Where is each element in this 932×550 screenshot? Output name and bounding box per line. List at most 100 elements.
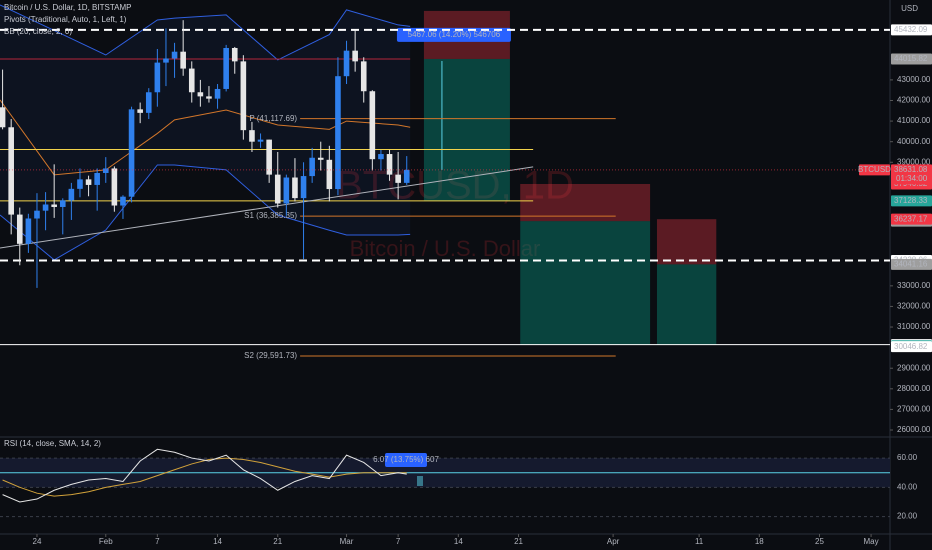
candle-body xyxy=(292,177,298,199)
band-fill xyxy=(0,4,411,260)
candle-body xyxy=(51,204,57,207)
y-tick-label: 33000.00 xyxy=(897,281,931,290)
candle-body xyxy=(352,50,358,62)
candle-body xyxy=(25,218,32,244)
price-tag-label: 30046.82 xyxy=(894,342,928,351)
watermark-name: Bitcoin / U.S. Dollar xyxy=(350,236,541,261)
pivot-label: P (41,117.69) xyxy=(249,114,297,123)
symbol-legend[interactable]: Bitcoin / U.S. Dollar, 1D, BITSTAMP xyxy=(4,3,131,12)
y-tick-label: 32000.00 xyxy=(897,302,931,311)
y-tick-label: 31000.00 xyxy=(897,322,931,331)
price-tag-label: 36237.17 xyxy=(894,214,928,223)
price-tag xyxy=(891,213,932,225)
candle-body xyxy=(360,61,367,92)
y-tick-label: 42000.00 xyxy=(897,96,931,105)
candle-body xyxy=(154,62,161,93)
x-tick-label: 14 xyxy=(454,537,463,546)
rsi-legend[interactable]: RSI (14, close, SMA, 14, 2) xyxy=(4,439,101,448)
candle-body xyxy=(34,210,40,219)
candle-body xyxy=(335,76,341,190)
candle-body xyxy=(94,172,100,185)
candle-body xyxy=(16,214,23,244)
price-tag xyxy=(891,195,932,207)
price-tag xyxy=(891,53,932,65)
candle-body xyxy=(378,154,384,160)
y-tick-label: 40000.00 xyxy=(897,137,931,146)
candle-body xyxy=(317,157,324,160)
x-tick-label: 11 xyxy=(695,537,704,546)
candle-body xyxy=(163,58,169,63)
rsi-sma-line xyxy=(2,457,407,497)
position-target xyxy=(423,58,510,201)
y-tick-label: 43000.00 xyxy=(897,75,931,84)
candle-body xyxy=(137,109,143,113)
candle-body xyxy=(395,174,401,183)
pivot-label: S1 (36,385.35) xyxy=(244,211,297,220)
candle-body xyxy=(0,107,6,128)
rsi-measure-marker xyxy=(417,476,423,486)
candle-body xyxy=(171,51,178,59)
currency-label: USD xyxy=(901,4,918,13)
watermark: BTCUSD, 1D Bitcoin / U.S. Dollar xyxy=(336,164,574,261)
x-tick-label: Feb xyxy=(99,537,113,546)
candle-body xyxy=(8,127,14,215)
watermark-symbol: BTCUSD, 1D xyxy=(336,164,574,208)
price-tag-label: 34041.16 xyxy=(894,260,928,269)
candle-body xyxy=(111,168,118,206)
band-lower xyxy=(0,164,411,261)
rsi-tick-label: 60.00 xyxy=(897,453,918,462)
candle-body xyxy=(180,51,186,69)
position-target xyxy=(656,264,717,345)
candle-body xyxy=(386,154,393,175)
price-tag-label: 45432.09 xyxy=(894,25,928,34)
candle-body xyxy=(274,174,281,204)
trendline xyxy=(0,166,534,249)
candle-body xyxy=(369,91,376,160)
indicator-legend[interactable]: BB (20, close, 2, 0) xyxy=(4,27,72,36)
y-tick-label: 27000.00 xyxy=(897,405,931,414)
x-tick-label: 21 xyxy=(514,537,523,546)
symbol-tag-label: BTCUSD xyxy=(858,165,891,174)
candle-body xyxy=(403,169,410,183)
candle-body xyxy=(309,157,315,177)
candle-body xyxy=(257,139,264,142)
candle-body xyxy=(59,200,66,207)
price-tag xyxy=(891,341,932,353)
position-stop xyxy=(520,183,651,222)
current-price-label: 38631.08 xyxy=(894,165,928,174)
candle-body xyxy=(249,130,255,142)
x-tick-label: 7 xyxy=(155,537,160,546)
rsi-measure-label: 6.07 (13.75%) 607 xyxy=(373,455,439,464)
x-tick-label: May xyxy=(864,537,879,546)
candle-body xyxy=(42,204,49,211)
y-tick-label: 29000.00 xyxy=(897,363,931,372)
candle-body xyxy=(197,92,204,97)
candle-body xyxy=(326,159,333,190)
candle-body xyxy=(188,68,195,93)
candle-body xyxy=(343,50,350,77)
measure-box xyxy=(396,27,511,42)
candle-body xyxy=(214,88,221,99)
band-basis xyxy=(0,99,411,176)
rsi-measure-box xyxy=(385,453,427,467)
candle-body xyxy=(231,47,238,62)
price-tag xyxy=(891,258,932,270)
position-target xyxy=(520,221,651,345)
band-upper xyxy=(0,4,411,61)
measure-label: 5467.06 (14.20%) 546706 xyxy=(408,30,501,39)
x-tick-label: 7 xyxy=(396,537,401,546)
price-tag-label: 44015.82 xyxy=(894,54,928,63)
candle-body xyxy=(77,179,83,189)
candle-body xyxy=(128,109,135,197)
y-tick-label: 39000.00 xyxy=(897,157,931,166)
candle-body xyxy=(240,61,247,131)
indicator-legend[interactable]: Pivots (Traditional, Auto, 1, Left, 1) xyxy=(4,15,127,24)
x-tick-label: 18 xyxy=(755,537,764,546)
candle-body xyxy=(223,47,229,89)
x-tick-label: 24 xyxy=(33,537,42,546)
candle-body xyxy=(102,168,109,173)
countdown-label: 01:34:00 xyxy=(896,174,928,183)
candle-body xyxy=(206,96,212,99)
x-tick-label: 25 xyxy=(815,537,824,546)
